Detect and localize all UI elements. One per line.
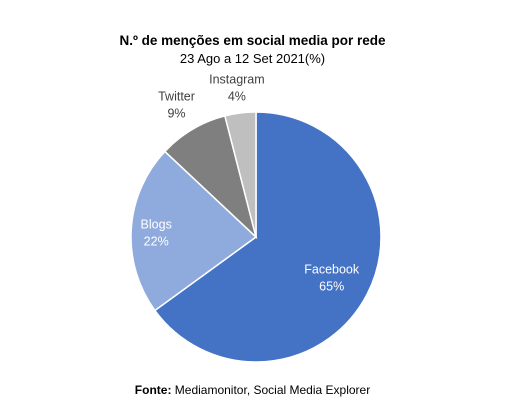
slice-label-facebook: Facebook [304, 263, 360, 277]
chart-title: N.º de menções em social media por rede [119, 33, 386, 48]
slice-value-twitter: 9% [167, 107, 185, 121]
source-footer: Fonte: Mediamonitor, Social Media Explor… [0, 383, 505, 397]
pie-slice-facebook [153, 111, 382, 363]
slice-value-facebook: 65% [319, 280, 344, 294]
slice-value-instagram: 4% [228, 90, 246, 104]
slice-label-twitter: Twitter [158, 90, 195, 104]
slice-label-instagram: Instagram [209, 73, 265, 87]
source-prefix: Fonte: [134, 383, 172, 397]
chart-subtitle: 23 Ago a 12 Set 2021(%) [179, 51, 326, 66]
pie-slice-blogs [130, 150, 258, 312]
slice-label-blogs: Blogs [141, 218, 172, 232]
pie-slice-instagram [223, 111, 257, 238]
source-text: Mediamonitor, Social Media Explorer [174, 383, 371, 397]
slice-value-blogs: 22% [144, 235, 169, 249]
